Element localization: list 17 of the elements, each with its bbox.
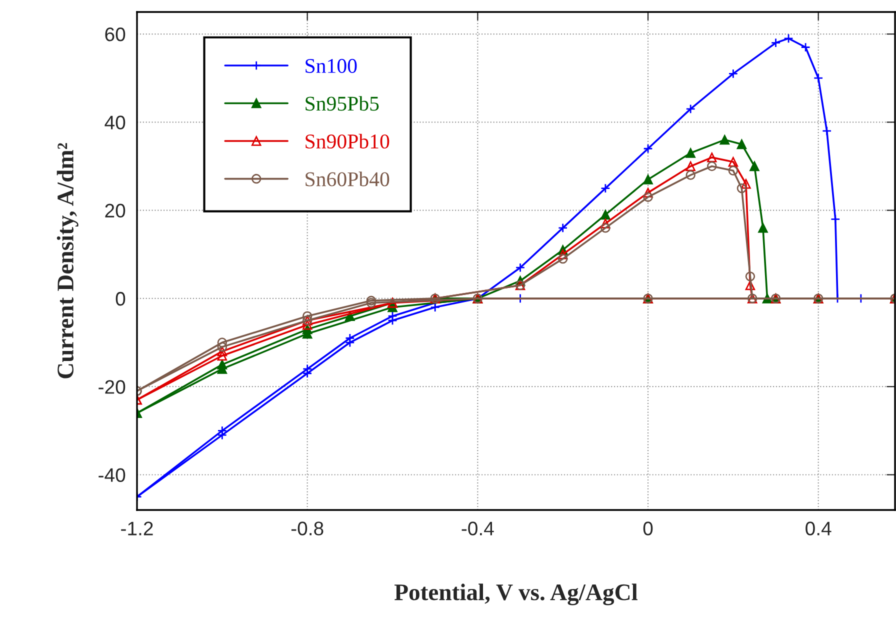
x-tick-label: -1.2 [121, 522, 153, 536]
y-tick-label: 20 [105, 204, 126, 218]
legend-label: Sn60Pb40 [306, 172, 390, 186]
legend-label: Sn100 [306, 58, 357, 73]
legend-label: Sn90Pb10 [306, 134, 390, 149]
y-tick-label: 0 [116, 292, 126, 306]
y-tick-label: 40 [104, 116, 126, 130]
y-tick-label: -20 [98, 380, 126, 394]
y-axis-title: Current Density, A/dm² [56, 143, 78, 378]
x-axis-title: Potential, V vs. Ag/AgCl [394, 584, 638, 606]
x-tick-label: 0.4 [806, 522, 832, 536]
x-tick-label: -0.8 [291, 522, 324, 536]
x-tick-label: 0 [643, 522, 653, 536]
legend-label: Sn95Pb5 [306, 96, 379, 111]
y-tick-label: 60 [105, 28, 126, 42]
y-tick-label: -40 [98, 468, 126, 482]
x-tick-label: -0.4 [462, 522, 494, 536]
